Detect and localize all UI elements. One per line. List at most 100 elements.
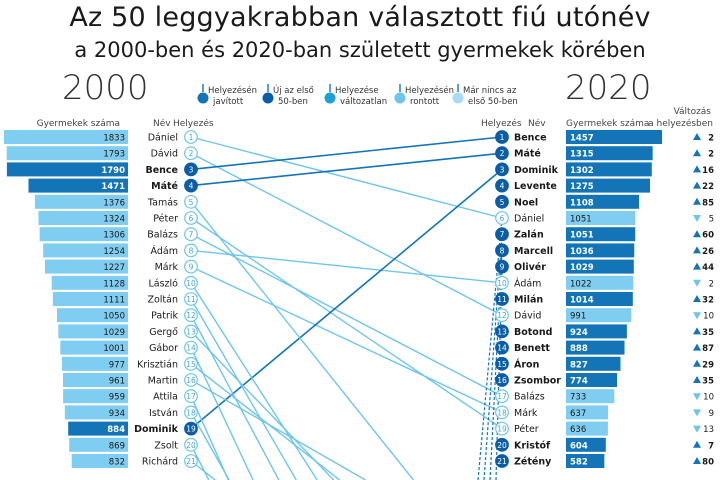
legend-label-down: Helyezésén — [405, 85, 454, 96]
name-2000: Dániel — [148, 133, 178, 144]
rank-dot-2000 — [184, 340, 198, 355]
name-2000: Bence — [145, 165, 178, 176]
rank-number-2020: 8 — [500, 246, 505, 255]
rank-down-icon — [693, 279, 701, 287]
connection-line — [190, 233, 503, 397]
bar-value-2000: 961 — [109, 377, 125, 387]
bar-value-2020: 1051 — [570, 215, 592, 225]
chart-title: Az 50 leggyakrabban választott fiú utóné… — [69, 2, 651, 33]
rank-number-2000: 18 — [186, 408, 196, 417]
bar-2020 — [566, 130, 662, 144]
rank-change-value: 29 — [702, 360, 714, 370]
rank-dot-2020 — [495, 292, 509, 306]
rank-number-2000: 2 — [189, 149, 194, 158]
bar-value-2000: 1471 — [101, 182, 125, 192]
name-2020: Levente — [514, 181, 557, 192]
rank-up-icon — [693, 295, 701, 302]
rank-number-2020: 21 — [497, 457, 507, 466]
bar-value-2000: 1001 — [103, 344, 125, 354]
rank-change-value: 80 — [702, 458, 714, 468]
rank-dot-2020 — [495, 275, 509, 290]
rank-number-2000: 6 — [189, 214, 194, 223]
bar-2020 — [566, 259, 634, 274]
rank-number-2020: 15 — [497, 360, 507, 369]
connection-line — [190, 298, 297, 480]
name-2000: Krisztián — [137, 359, 178, 370]
bar-2020 — [566, 194, 640, 209]
rank-number-2000: 7 — [189, 230, 194, 239]
legend-label-same: változatlan — [340, 97, 387, 107]
bar-2020 — [566, 389, 615, 404]
rank-up-icon — [693, 327, 701, 335]
name-2020: Ádám — [514, 277, 541, 289]
bar-value-2000: 869 — [109, 441, 125, 451]
legend-label-down: rontott — [410, 97, 440, 107]
connection-line — [190, 168, 503, 430]
rank-dot-2000 — [184, 437, 198, 452]
name-2000: Gábor — [149, 343, 178, 354]
name-2020: Botond — [514, 327, 552, 338]
name-2020: Zétény — [514, 457, 552, 468]
rank-number-2020: 7 — [500, 230, 505, 239]
bar-value-2000: 1324 — [103, 215, 125, 225]
name-2000: Ádám — [151, 245, 178, 257]
rank-up-icon — [693, 133, 701, 140]
name-2020: Péter — [514, 424, 539, 435]
name-2020: Kristóf — [514, 440, 551, 451]
name-2020: Dominik — [514, 165, 559, 176]
name-2020: Dániel — [514, 214, 544, 225]
rank-dot-2000 — [184, 421, 198, 436]
rank-change-value: 10 — [703, 393, 714, 403]
rank-up-icon — [693, 246, 701, 254]
rank-dot-2020 — [495, 308, 509, 323]
name-2020: Máté — [514, 149, 541, 160]
bar-value-2020: 1302 — [570, 166, 594, 176]
bar-2000 — [64, 405, 128, 420]
bar-value-2000: 1254 — [103, 247, 125, 257]
rank-number-2000: 11 — [186, 295, 196, 304]
rank-change-value: 32 — [702, 296, 714, 306]
bar-2000 — [68, 421, 128, 436]
bar-value-2020: 827 — [570, 360, 588, 370]
bar-value-2020: 1108 — [570, 198, 594, 208]
rank-change-value: 2 — [708, 134, 714, 144]
name-2000: Richárd — [142, 457, 178, 468]
bar-value-2000: 1376 — [103, 198, 125, 208]
col-header-rank-right: Helyezés — [481, 118, 522, 129]
bar-value-2020: 1457 — [570, 134, 594, 144]
rank-number-2020: 17 — [497, 392, 507, 401]
rank-change-value: 85 — [702, 198, 714, 208]
rank-up-icon — [693, 197, 701, 205]
rank-change-value: 22 — [702, 182, 714, 192]
connection-line — [190, 136, 503, 171]
rank-number-2020: 10 — [497, 279, 507, 288]
bar-2000 — [63, 389, 128, 404]
bar-2020 — [566, 356, 621, 371]
name-2000: Attila — [153, 392, 178, 403]
connection-line — [190, 201, 415, 480]
col-header-name-left: Név — [153, 118, 171, 129]
rank-dot-2020 — [495, 389, 509, 404]
bar-2020 — [566, 405, 608, 420]
bar-value-2000: 1306 — [103, 231, 125, 241]
name-2000: Tamás — [147, 197, 178, 208]
rank-number-2000: 15 — [186, 360, 196, 369]
rank-change-value: 44 — [702, 263, 714, 273]
name-2000: Dominik — [134, 424, 179, 435]
rank-up-icon — [693, 359, 701, 367]
bar-value-2020: 1275 — [570, 182, 594, 192]
rank-dot-2020 — [495, 146, 509, 161]
bar-2000 — [56, 308, 128, 323]
rank-number-2000: 14 — [186, 344, 196, 353]
rank-dot-2000 — [184, 146, 198, 161]
rank-change-value: 2 — [709, 279, 714, 289]
bar-2020 — [566, 243, 635, 258]
bar-2020 — [566, 162, 652, 177]
bar-value-2020: 774 — [570, 377, 588, 387]
rank-number-2000: 12 — [186, 311, 196, 320]
bar-2000 — [62, 373, 128, 387]
name-2020: Zsombor — [514, 376, 561, 387]
name-2000: Péter — [153, 214, 178, 225]
col-header-change: a helyezésben — [648, 118, 713, 129]
